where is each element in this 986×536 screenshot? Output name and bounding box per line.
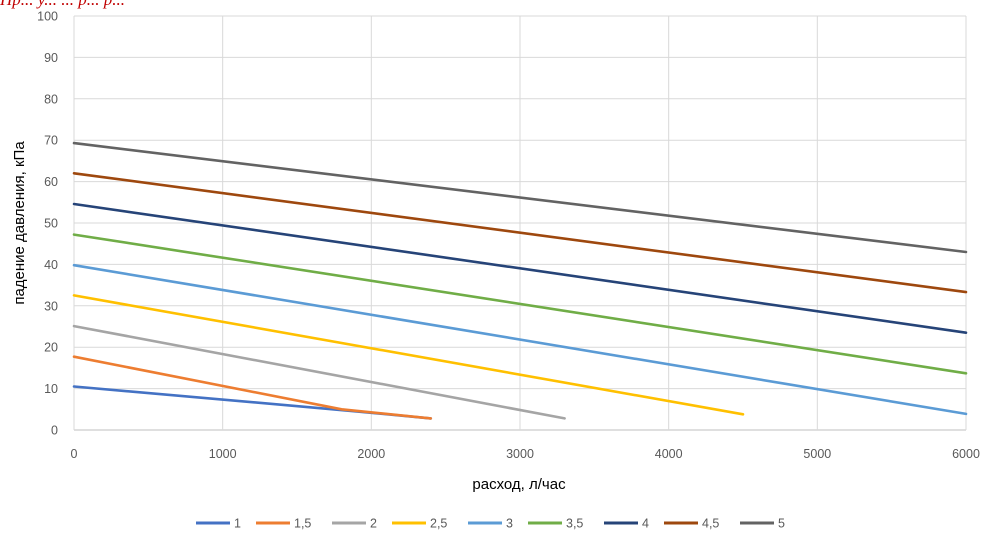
series-line-2-5: [72, 294, 745, 416]
legend-item: 1,5: [256, 517, 311, 531]
y-tick-label: 50: [44, 217, 58, 231]
x-tick-label: 3000: [506, 447, 534, 461]
legend-label: 3,5: [566, 517, 583, 531]
y-tick-label: 30: [44, 299, 58, 313]
series-line-5: [72, 141, 968, 254]
legend: 1 1,5 2 2,5 3 3,5 4 4,5 5: [196, 517, 785, 531]
x-tick-label: 0: [71, 447, 78, 461]
y-tick-label: 40: [44, 258, 58, 272]
series-line-3-5: [72, 233, 968, 375]
y-tick-label: 70: [44, 134, 58, 148]
x-tick-label: 2000: [357, 447, 385, 461]
y-tick-label: 80: [44, 92, 58, 106]
series-line-2: [72, 324, 566, 420]
series-line-1-5: [72, 355, 433, 420]
y-tick-label: 10: [44, 382, 58, 396]
legend-item: 1: [196, 517, 241, 531]
legend-label: 4,5: [702, 517, 719, 531]
y-tick-label: 20: [44, 341, 58, 355]
y-tick-label: 100: [37, 10, 58, 24]
y-axis-ticks: 0 10 20 30 40 50 60 70 80 90 100: [37, 10, 58, 438]
figure-caption: Пр... у... ... р... р...: [0, 0, 320, 10]
series-lines: [72, 141, 968, 420]
legend-label: 1: [234, 517, 241, 531]
y-tick-label: 0: [51, 424, 58, 438]
series-line-4: [72, 202, 968, 334]
legend-item: 2,5: [392, 517, 447, 531]
legend-item: 3,5: [528, 517, 583, 531]
x-tick-label: 6000: [952, 447, 980, 461]
legend-label: 1,5: [294, 517, 311, 531]
legend-item: 5: [740, 517, 785, 531]
legend-label: 3: [506, 517, 513, 531]
grid-lines: [73, 15, 967, 431]
legend-item: 3: [468, 517, 513, 531]
x-axis-title: расход, л/час: [472, 476, 566, 493]
legend-item: 4: [604, 517, 649, 531]
legend-label: 2,5: [430, 517, 447, 531]
series-line-4-5: [72, 172, 968, 294]
x-axis-ticks: 0 1000 2000 3000 4000 5000 6000: [71, 447, 980, 461]
legend-item: 4,5: [664, 517, 719, 531]
legend-item: 2: [332, 517, 377, 531]
x-tick-label: 5000: [803, 447, 831, 461]
x-tick-label: 4000: [655, 447, 683, 461]
y-tick-label: 60: [44, 175, 58, 189]
legend-label: 2: [370, 517, 377, 531]
y-axis-title: падение давления, кПа: [11, 141, 28, 305]
series-line-3: [72, 263, 968, 416]
y-tick-label: 90: [44, 51, 58, 65]
x-tick-label: 1000: [209, 447, 237, 461]
legend-label: 4: [642, 517, 649, 531]
legend-label: 5: [778, 517, 785, 531]
